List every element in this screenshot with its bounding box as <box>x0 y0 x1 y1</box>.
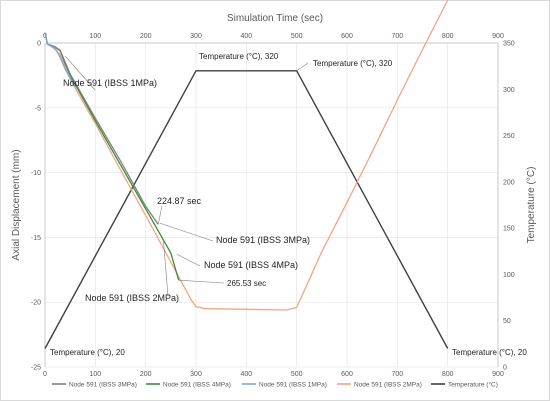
top-tick-label: 0 <box>43 33 47 40</box>
annotation-1mpa: Node 591 (IBSS 1MPa) <box>63 78 157 88</box>
bottom-tick-label: 500 <box>291 371 303 378</box>
annotation-leaders <box>64 55 309 297</box>
left-tick-label: -5 <box>35 105 41 112</box>
right-tick-label: 200 <box>503 179 515 186</box>
annotation-temp-320-start: Temperature (°C), 320 <box>199 52 279 61</box>
top-tick-label: 800 <box>442 33 454 40</box>
top-tick-label: 700 <box>391 33 403 40</box>
bottom-tick-label: 700 <box>391 371 403 378</box>
annotation-224-sec: 224.87 sec <box>157 196 202 206</box>
top-tick-label: 400 <box>240 33 252 40</box>
right-tick-label: 100 <box>503 272 515 279</box>
top-tick-label: 100 <box>89 33 101 40</box>
annotations: Node 591 (IBSS 1MPa) 224.87 sec Node 591 (… <box>50 52 527 357</box>
series-line-2 <box>44 32 76 88</box>
left-tick-label: -25 <box>31 365 41 372</box>
bottom-tick-label: 200 <box>140 371 152 378</box>
bottom-tick-label: 300 <box>190 371 202 378</box>
legend: Node 591 (IBSS 3MPa) Node 591 (IBSS 4MPa)… <box>52 381 498 389</box>
annotation-leader <box>159 222 214 242</box>
right-tick-label: 350 <box>503 41 515 48</box>
right-tick-label: 0 <box>503 365 507 372</box>
annotation-leader <box>296 62 309 72</box>
bottom-tick-label: 0 <box>43 371 47 378</box>
bottom-tick-label: 600 <box>341 371 353 378</box>
right-axis-title: Temperature (°C) <box>526 167 537 244</box>
top-tick-label: 300 <box>190 33 202 40</box>
right-tick-label: 300 <box>503 87 515 94</box>
bottom-tick-label: 400 <box>240 371 252 378</box>
top-tick-label: 500 <box>291 33 303 40</box>
left-tick-label: -15 <box>31 235 41 242</box>
annotation-leader <box>162 238 169 297</box>
annotation-temp-20-start: Temperature (°C), 20 <box>50 348 125 357</box>
legend-label-0: Node 591 (IBSS 3MPa) <box>69 382 137 389</box>
annotation-leader <box>157 205 163 225</box>
top-tick-label: 600 <box>341 33 353 40</box>
series-line-4 <box>44 70 449 349</box>
axes <box>44 42 499 367</box>
left-axis-title: Axial Displacement (mm) <box>11 149 22 260</box>
right-tick-label: 50 <box>503 318 511 325</box>
legend-label-3: Node 591 (IBSS 2MPa) <box>354 382 422 389</box>
left-tick-label: 0 <box>37 41 41 48</box>
bottom-tick-label: 900 <box>492 371 504 378</box>
right-tick-label: 150 <box>503 226 515 233</box>
left-tick-label: -10 <box>31 170 41 177</box>
right-tick-label: 250 <box>503 133 515 140</box>
top-axis-title: Simulation Time (sec) <box>227 13 323 24</box>
bottom-tick-label: 100 <box>89 371 101 378</box>
legend-label-1: Node 591 (IBSS 4MPa) <box>163 382 231 389</box>
legend-label-2: Node 591 (IBSS 1MPa) <box>259 382 327 389</box>
tick-labels: 0-5-10-15-20-250 100 200 300 400 500 600 700 800… <box>31 33 515 378</box>
annotation-4mpa: Node 591 (IBSS 4MPa) <box>204 260 298 270</box>
annotation-leader <box>64 55 96 91</box>
legend-label-4: Temperature (°C) <box>448 381 498 389</box>
annotation-leader <box>178 279 225 284</box>
annotation-leader <box>176 253 201 267</box>
annotation-temp-20-end: Temperature (°C), 20 <box>452 348 527 357</box>
series-lines <box>44 0 449 349</box>
top-tick-label: 900 <box>492 33 504 40</box>
annotation-3mpa: Node 591 (IBSS 3MPa) <box>216 235 310 245</box>
annotation-temp-320-end: Temperature (°C), 320 <box>313 59 393 68</box>
annotation-265-sec: 265.53 sec <box>227 279 266 288</box>
top-tick-label: 200 <box>140 33 152 40</box>
annotation-2mpa: Node 591 (IBSS 2MPa) <box>85 293 179 303</box>
bottom-tick-label: 800 <box>442 371 454 378</box>
left-tick-label: -20 <box>31 300 41 307</box>
